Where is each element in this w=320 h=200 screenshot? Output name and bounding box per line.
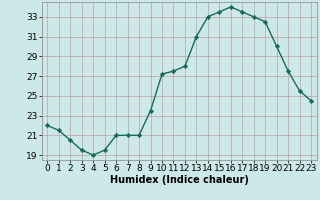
X-axis label: Humidex (Indice chaleur): Humidex (Indice chaleur) bbox=[110, 175, 249, 185]
